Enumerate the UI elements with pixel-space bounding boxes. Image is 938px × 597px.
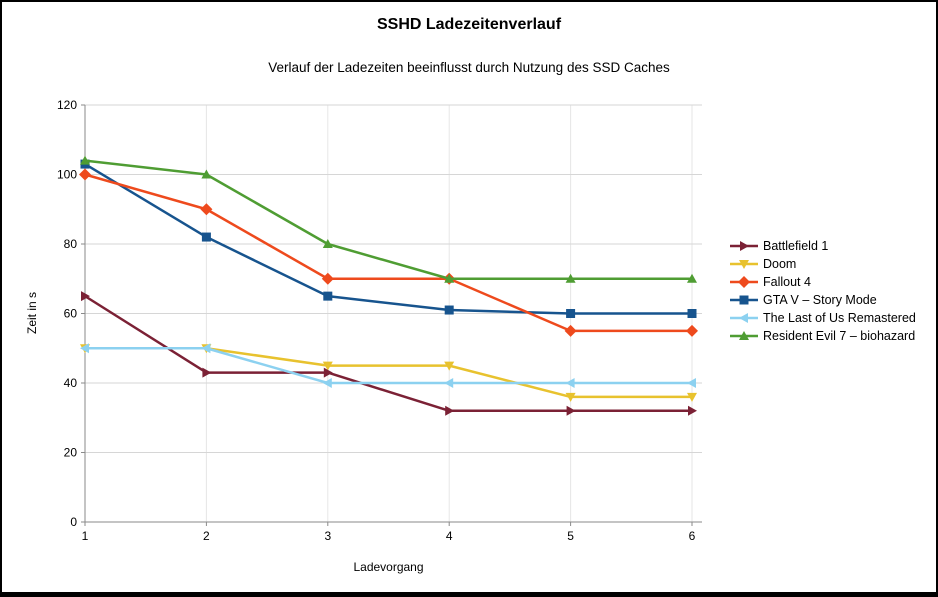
x-axis-title: Ladevorgang bbox=[353, 560, 424, 574]
legend-marker-icon bbox=[730, 260, 758, 269]
svg-text:80: 80 bbox=[64, 237, 78, 251]
legend-label: The Last of Us Remastered bbox=[763, 311, 916, 325]
legend: Battlefield 1 Doom Fallout 4 GTA V – Story … bbox=[729, 237, 916, 345]
legend-marker-icon bbox=[730, 276, 758, 288]
legend-item: Doom bbox=[729, 255, 916, 273]
legend-item: Battlefield 1 bbox=[729, 237, 916, 255]
svg-text:4: 4 bbox=[446, 529, 453, 543]
svg-text:1: 1 bbox=[82, 529, 89, 543]
legend-label: Battlefield 1 bbox=[763, 239, 829, 253]
legend-marker-icon bbox=[730, 331, 758, 340]
svg-text:120: 120 bbox=[57, 98, 77, 112]
series-line-5 bbox=[80, 155, 697, 283]
legend-marker-icon bbox=[730, 295, 758, 305]
legend-item: Fallout 4 bbox=[729, 273, 916, 291]
series-line-4 bbox=[80, 343, 696, 388]
svg-text:40: 40 bbox=[64, 376, 78, 390]
legend-label: Fallout 4 bbox=[763, 275, 811, 289]
series-line-0 bbox=[81, 291, 697, 416]
series-line-3 bbox=[80, 159, 697, 318]
svg-text:6: 6 bbox=[689, 529, 696, 543]
svg-text:3: 3 bbox=[324, 529, 331, 543]
svg-text:0: 0 bbox=[70, 515, 77, 529]
legend-item: Resident Evil 7 – biohazard bbox=[729, 327, 916, 345]
legend-marker-icon bbox=[730, 313, 758, 323]
chart-title: SSHD Ladezeitenverlauf bbox=[376, 16, 562, 33]
svg-text:100: 100 bbox=[57, 168, 77, 182]
series-line-1 bbox=[80, 344, 697, 402]
svg-text:2: 2 bbox=[203, 529, 210, 543]
axes bbox=[81, 104, 702, 526]
svg-text:60: 60 bbox=[64, 307, 78, 321]
legend-marker-icon bbox=[730, 241, 758, 251]
svg-text:20: 20 bbox=[64, 446, 78, 460]
series-line-2 bbox=[79, 168, 698, 337]
svg-text:5: 5 bbox=[567, 529, 574, 543]
legend-label: Doom bbox=[763, 257, 797, 271]
chart-subtitle: Verlauf der Ladezeiten beeinflusst durch… bbox=[268, 60, 670, 75]
legend-item: The Last of Us Remastered bbox=[729, 309, 916, 327]
legend-label: Resident Evil 7 – biohazard bbox=[763, 329, 916, 343]
legend-label: GTA V – Story Mode bbox=[763, 293, 877, 307]
legend-item: GTA V – Story Mode bbox=[729, 291, 916, 309]
y-axis-title: Zeit in s bbox=[25, 291, 39, 335]
